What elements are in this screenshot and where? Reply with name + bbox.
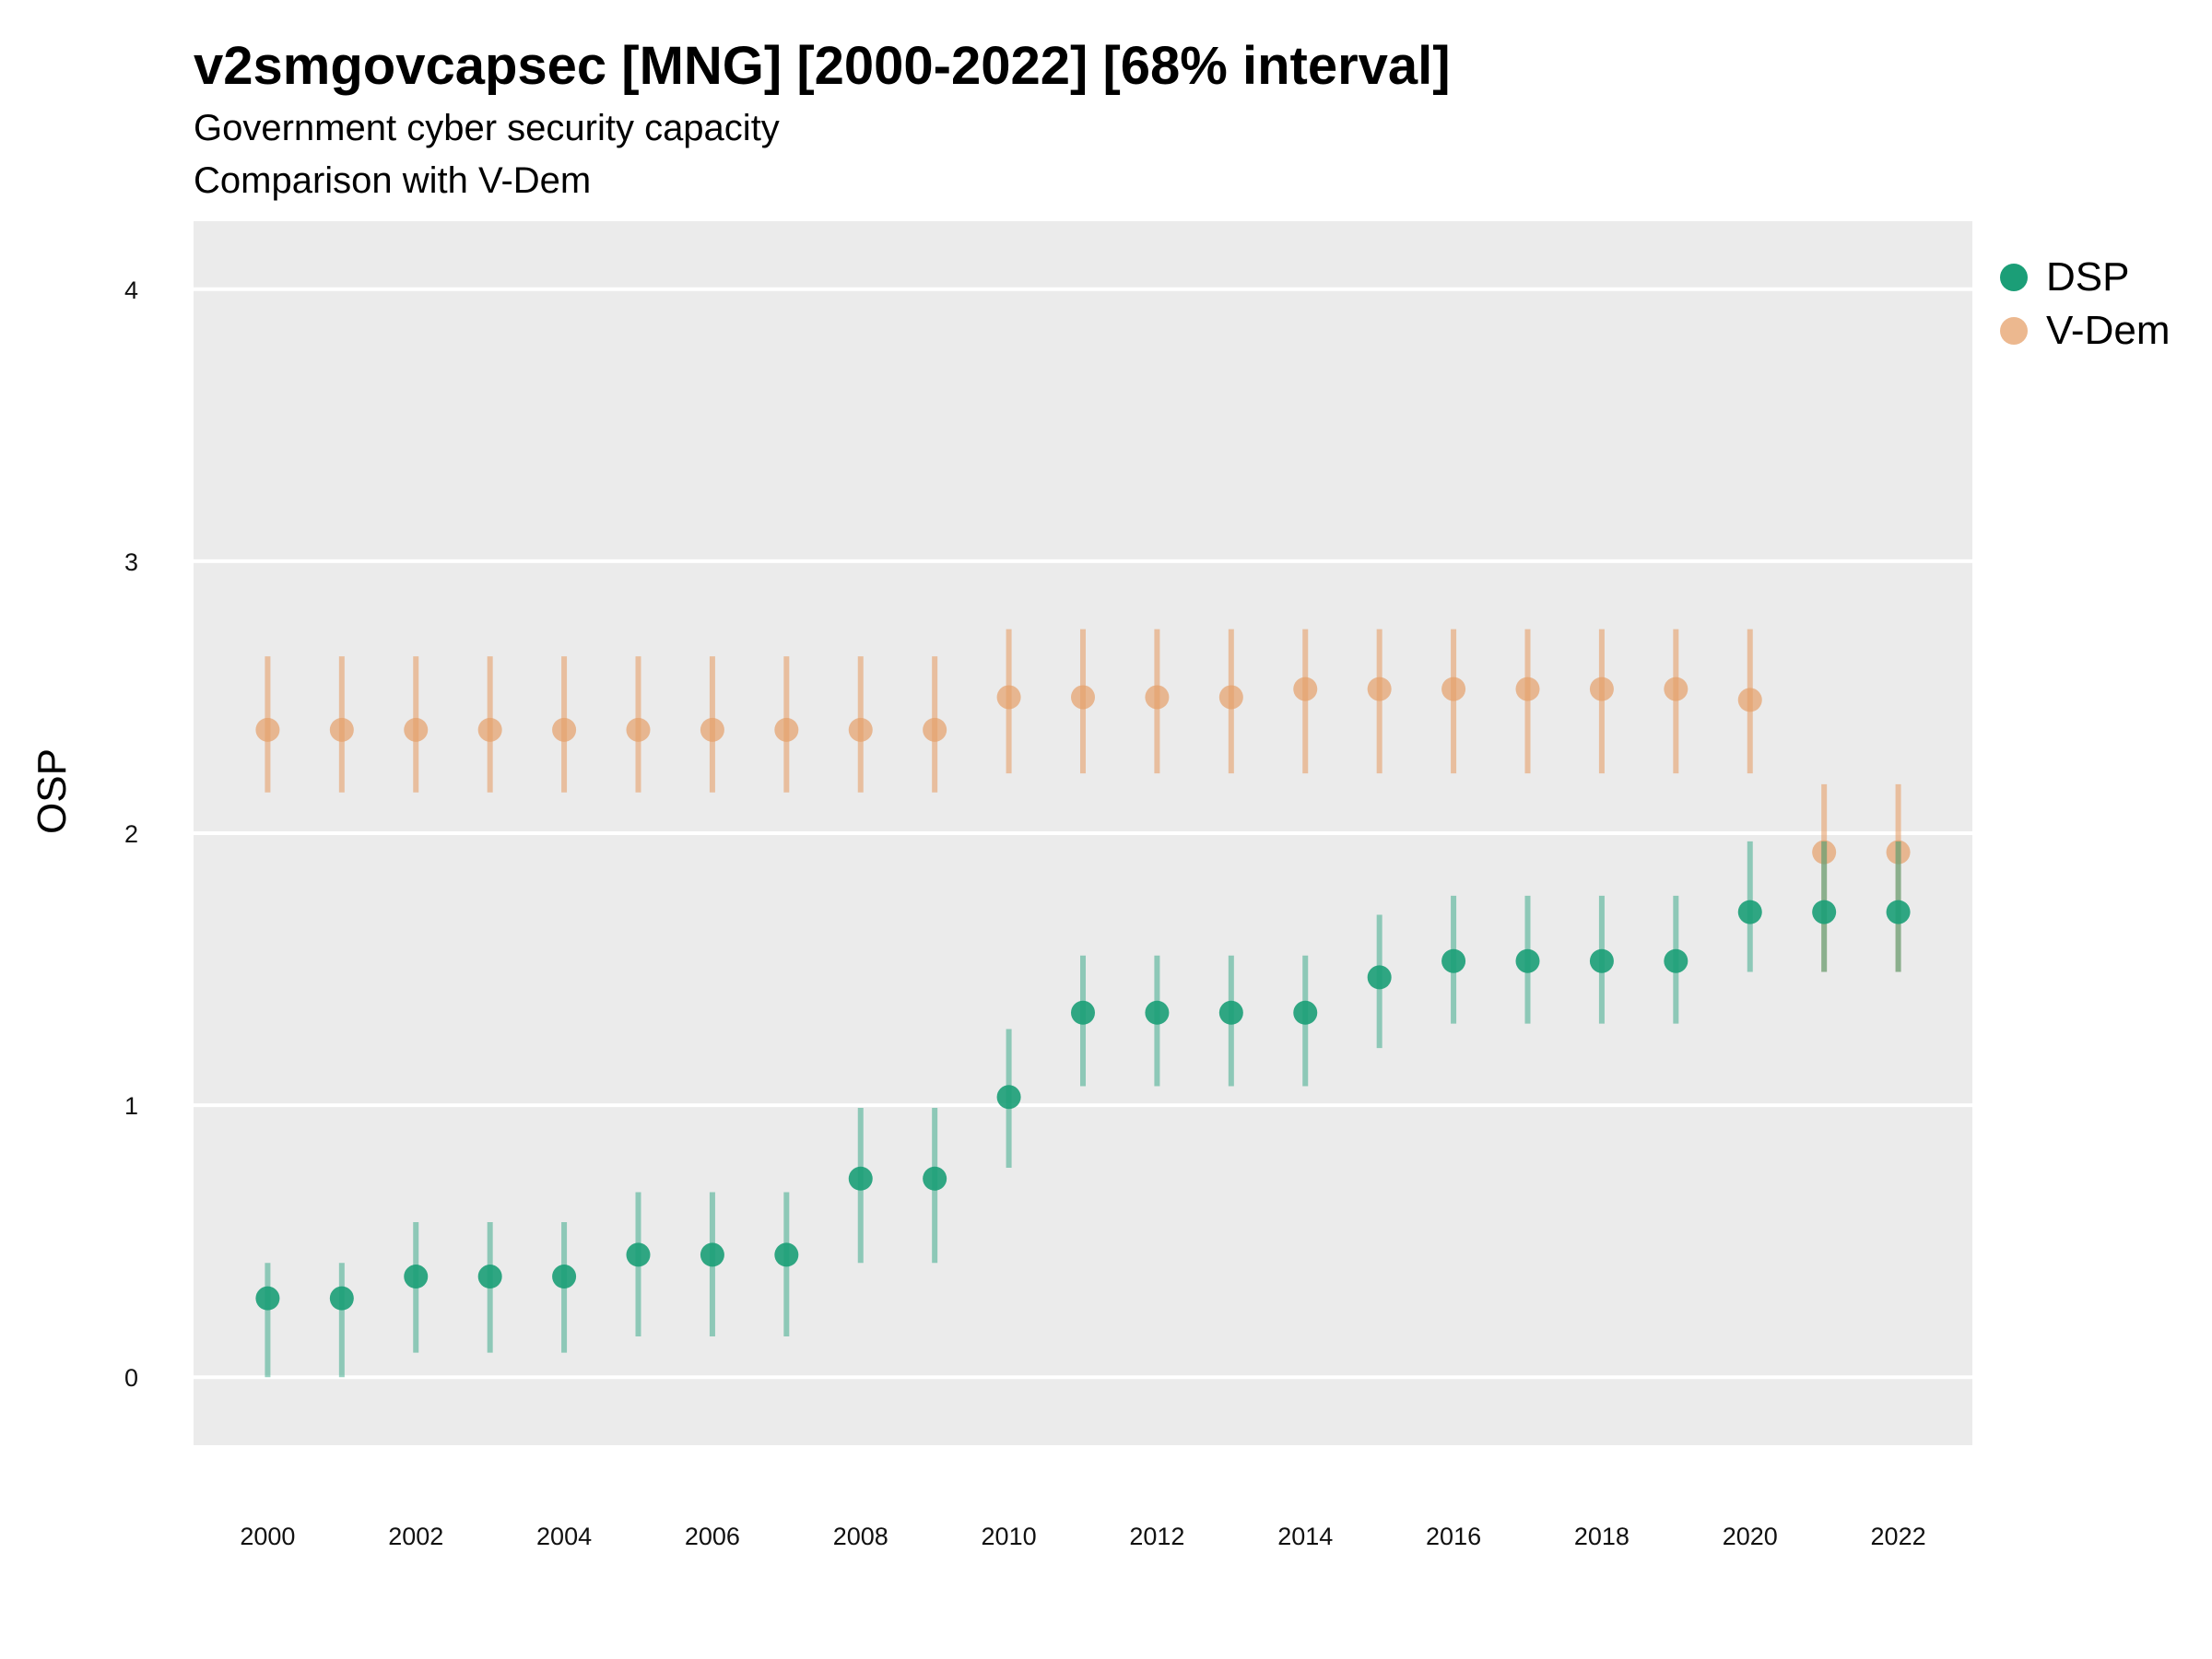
- legend-item-vdem: V-Dem: [2000, 304, 2170, 358]
- legend-swatch-dsp: [2000, 264, 2028, 291]
- legend-label-dsp: DSP: [2046, 254, 2130, 300]
- x-tick-label-2002: 2002: [388, 1523, 443, 1550]
- point-dsp-2012: [1145, 1000, 1170, 1025]
- point-vdem-2007: [774, 717, 799, 742]
- x-tick-label-2010: 2010: [982, 1523, 1037, 1550]
- x-tick-label-2012: 2012: [1129, 1523, 1184, 1550]
- point-dsp-2011: [1071, 1000, 1095, 1025]
- point-vdem-2019: [1664, 677, 1688, 701]
- x-axis-ticks: 2000 2002 2004 2006 2008 2010 2012 2014 2016 2018…: [240, 1523, 1925, 1550]
- point-dsp-2003: [477, 1265, 502, 1289]
- point-vdem-2013: [1218, 685, 1243, 710]
- point-vdem-2021: [1812, 840, 1837, 865]
- point-dsp-2022: [1886, 900, 1911, 924]
- y-tick-label-0: 0: [124, 1364, 138, 1392]
- legend-label-vdem: V-Dem: [2046, 308, 2171, 353]
- point-vdem-2003: [477, 717, 502, 742]
- y-tick-label-3: 3: [124, 548, 138, 576]
- point-dsp-2016: [1441, 948, 1466, 973]
- point-dsp-2001: [329, 1286, 354, 1311]
- point-vdem-2000: [255, 717, 280, 742]
- x-tick-label-2006: 2006: [685, 1523, 740, 1550]
- point-vdem-2010: [996, 685, 1021, 710]
- x-tick-label-2008: 2008: [833, 1523, 888, 1550]
- grid-lines: [194, 287, 1972, 1380]
- y-tick-label-2: 2: [124, 820, 138, 848]
- point-vdem-2012: [1145, 685, 1170, 710]
- point-dsp-2018: [1589, 948, 1614, 973]
- x-tick-label-2004: 2004: [536, 1523, 592, 1550]
- point-dsp-2013: [1218, 1000, 1243, 1025]
- x-tick-label-2022: 2022: [1871, 1523, 1926, 1550]
- point-vdem-2001: [329, 717, 354, 742]
- point-dsp-2004: [552, 1265, 577, 1289]
- point-vdem-2017: [1515, 677, 1540, 701]
- point-vdem-2004: [552, 717, 577, 742]
- point-dsp-2019: [1664, 948, 1688, 973]
- point-vdem-2005: [626, 717, 651, 742]
- y-axis-ticks: 0 1 2 3 4: [124, 276, 138, 1392]
- point-vdem-2015: [1367, 677, 1392, 701]
- point-vdem-2008: [848, 717, 873, 742]
- point-vdem-2011: [1071, 685, 1095, 710]
- point-dsp-2009: [923, 1166, 947, 1191]
- x-tick-label-2018: 2018: [1574, 1523, 1630, 1550]
- point-vdem-2018: [1589, 677, 1614, 701]
- series-dsp: [255, 841, 1911, 1378]
- point-vdem-2022: [1886, 840, 1911, 865]
- point-dsp-2005: [626, 1242, 651, 1267]
- point-vdem-2002: [404, 717, 429, 742]
- point-dsp-2014: [1293, 1000, 1318, 1025]
- point-dsp-2000: [255, 1286, 280, 1311]
- point-vdem-2009: [923, 717, 947, 742]
- series-vdem: [255, 629, 1911, 972]
- point-vdem-2016: [1441, 677, 1466, 701]
- point-dsp-2010: [996, 1085, 1021, 1110]
- y-tick-label-4: 4: [124, 276, 138, 304]
- point-dsp-2021: [1812, 900, 1837, 924]
- legend-swatch-vdem: [2000, 317, 2028, 345]
- y-tick-label-1: 1: [124, 1092, 138, 1120]
- point-dsp-2008: [848, 1166, 873, 1191]
- x-tick-label-2020: 2020: [1723, 1523, 1778, 1550]
- legend: DSP V-Dem: [2000, 251, 2170, 358]
- chart-subtitle: Government cyber security capacity: [194, 108, 780, 148]
- point-vdem-2014: [1293, 677, 1318, 701]
- point-dsp-2017: [1515, 948, 1540, 973]
- legend-item-dsp: DSP: [2000, 251, 2170, 304]
- chart-title: v2smgovcapsec [MNG] [2000-2022] [68% int…: [194, 36, 1451, 96]
- x-tick-label-2000: 2000: [240, 1523, 295, 1550]
- x-tick-label-2016: 2016: [1426, 1523, 1481, 1550]
- point-vdem-2020: [1737, 688, 1762, 712]
- point-dsp-2006: [700, 1242, 724, 1267]
- x-tick-label-2014: 2014: [1277, 1523, 1333, 1550]
- point-dsp-2007: [774, 1242, 799, 1267]
- point-vdem-2006: [700, 717, 724, 742]
- chart-caption: Comparison with V-Dem: [194, 160, 592, 201]
- data-marks: [255, 629, 1911, 1378]
- point-dsp-2020: [1737, 900, 1762, 924]
- point-dsp-2002: [404, 1265, 429, 1289]
- point-dsp-2015: [1367, 965, 1392, 990]
